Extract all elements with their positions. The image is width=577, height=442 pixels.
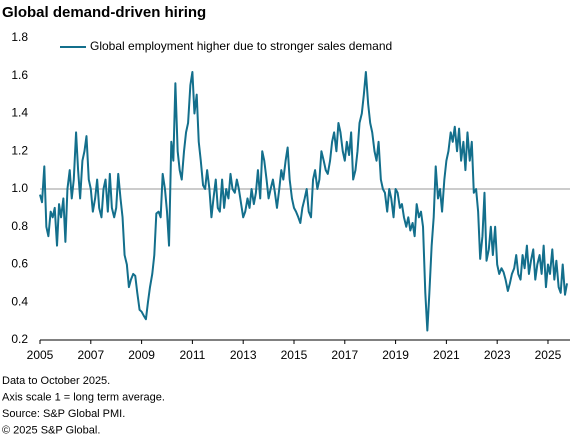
x-tick-label: 2021 [433, 348, 460, 362]
y-tick-label: 0.2 [11, 332, 28, 346]
legend-label: Global employment higher due to stronger… [90, 39, 392, 53]
y-tick-label: 0.8 [11, 219, 28, 233]
y-tick-label: 1.2 [11, 143, 28, 157]
footnote: Data to October 2025. [2, 375, 110, 387]
line-series [39, 70, 569, 332]
x-tick-label: 2023 [484, 348, 511, 362]
y-tick-label: 1.6 [11, 68, 28, 82]
y-tick-label: 1.8 [11, 30, 28, 44]
y-tick-label: 0.6 [11, 257, 28, 271]
x-tick-label: 2015 [281, 348, 308, 362]
x-tick-label: 2013 [230, 348, 257, 362]
x-tick-label: 2025 [535, 348, 562, 362]
x-tick-label: 2019 [382, 348, 409, 362]
x-tick-label: 2007 [77, 348, 104, 362]
footnote: Axis scale 1 = long term average. [2, 391, 165, 403]
y-tick-label: 0.4 [11, 294, 28, 308]
chart-title: Global demand-driven hiring [2, 4, 206, 21]
x-tick-label: 2011 [179, 348, 205, 362]
x-tick-label: 2009 [128, 348, 155, 362]
y-tick-label: 1.4 [11, 106, 28, 120]
x-tick-label: 2017 [331, 348, 358, 362]
y-tick-label: 1.0 [11, 181, 28, 195]
footnote: Source: S&P Global PMI. [2, 408, 125, 420]
footnote: © 2025 S&P Global. [2, 424, 100, 436]
x-tick-label: 2005 [27, 348, 54, 362]
